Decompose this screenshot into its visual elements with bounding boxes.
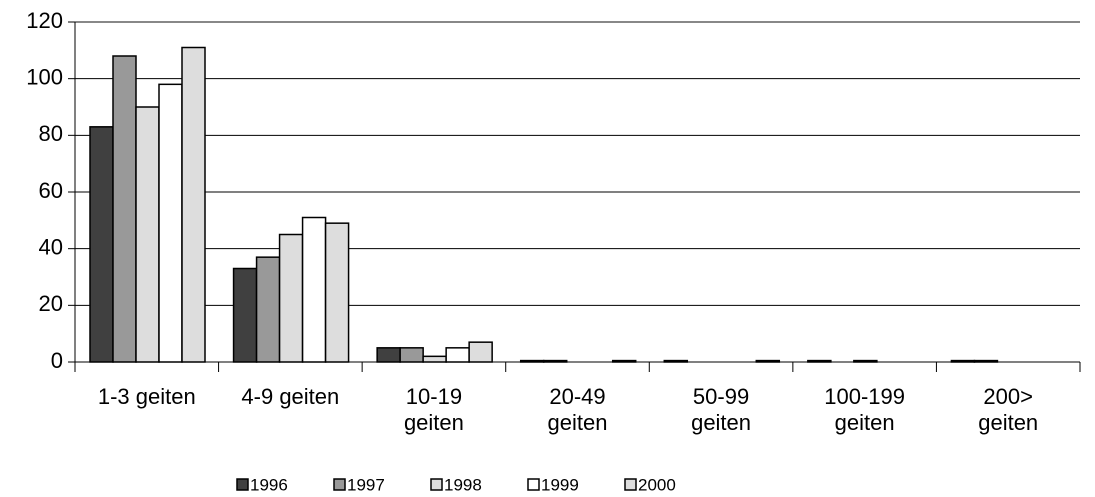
bar xyxy=(232,267,258,363)
bar xyxy=(422,355,447,363)
legend-label: 2000 xyxy=(638,475,676,494)
legend-label: 1997 xyxy=(347,475,385,494)
x-tick-label: 1-3 geiten xyxy=(97,384,196,409)
bar xyxy=(89,126,114,363)
y-tick-label: 100 xyxy=(26,64,63,89)
bar xyxy=(112,55,137,363)
legend-swatch xyxy=(430,478,443,491)
y-tick-label: 20 xyxy=(39,291,63,316)
bar xyxy=(135,106,160,363)
bar xyxy=(278,233,304,363)
bar xyxy=(301,216,327,363)
bar xyxy=(255,256,281,363)
x-tick-label: 20-49 geiten xyxy=(547,384,608,435)
y-tick-label: 60 xyxy=(39,178,63,203)
y-tick-label: 80 xyxy=(39,121,63,146)
y-tick-label: 120 xyxy=(26,8,63,33)
bar xyxy=(376,347,401,363)
legend-label: 1998 xyxy=(444,475,482,494)
bar xyxy=(468,341,493,363)
x-tick-label: 10-19 geiten xyxy=(403,384,464,435)
legend-swatch xyxy=(333,478,346,491)
x-tick-label: 200> geiten xyxy=(978,384,1039,435)
bar xyxy=(399,347,424,363)
bar xyxy=(181,46,206,363)
bar xyxy=(158,83,183,363)
y-tick-label: 40 xyxy=(39,234,63,259)
legend-swatch xyxy=(236,478,249,491)
y-tick-label: 0 xyxy=(51,348,63,373)
x-tick-label: 4-9 geiten xyxy=(241,384,340,409)
legend-label: 1996 xyxy=(250,475,288,494)
legend-swatch xyxy=(527,478,540,491)
bar xyxy=(445,347,470,363)
x-tick-label: 50-99 geiten xyxy=(691,384,752,435)
bar xyxy=(324,222,350,363)
legend-swatch xyxy=(624,478,637,491)
x-tick-label: 100-199 geiten xyxy=(824,384,906,435)
legend-label: 1999 xyxy=(541,475,579,494)
